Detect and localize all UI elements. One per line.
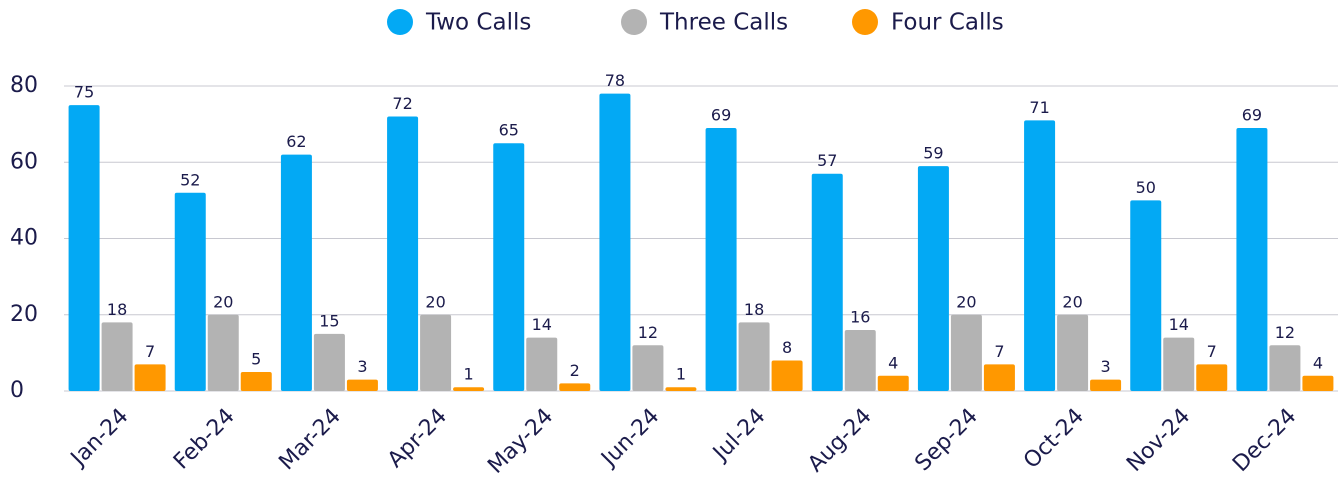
value-label: 14 xyxy=(532,315,552,334)
legend-marker xyxy=(621,9,647,35)
value-label: 7 xyxy=(994,342,1004,361)
value-label: 7 xyxy=(1207,342,1217,361)
bar xyxy=(599,93,631,391)
bar xyxy=(240,371,272,391)
bar xyxy=(420,314,452,391)
bar xyxy=(771,360,803,391)
bar xyxy=(453,387,485,391)
value-label: 12 xyxy=(1275,323,1295,342)
y-tick-label: 80 xyxy=(10,73,38,98)
x-tick-label: Mar-24 xyxy=(274,404,345,475)
x-tick-label: Nov-24 xyxy=(1122,404,1195,477)
value-label: 4 xyxy=(888,353,898,372)
value-label: 3 xyxy=(357,357,367,376)
value-label: 69 xyxy=(1242,105,1262,124)
value-label: 18 xyxy=(744,300,764,319)
value-label: 7 xyxy=(145,342,155,361)
value-label: 52 xyxy=(180,170,200,189)
x-tick-label: Aug-24 xyxy=(803,404,876,477)
bar xyxy=(387,116,419,391)
value-label: 65 xyxy=(499,121,519,140)
value-label: 20 xyxy=(213,292,233,311)
legend-label: Two Calls xyxy=(425,10,531,36)
bar xyxy=(207,314,239,391)
bar xyxy=(280,154,312,391)
x-tick-label: Jun-24 xyxy=(596,404,665,473)
bar xyxy=(346,379,378,391)
bar xyxy=(1236,127,1268,391)
x-tick-label: May-24 xyxy=(483,404,558,479)
bar xyxy=(950,314,982,391)
y-tick-label: 20 xyxy=(10,302,38,327)
value-label: 12 xyxy=(638,323,658,342)
value-label: 14 xyxy=(1169,315,1189,334)
bar xyxy=(68,105,100,391)
x-tick-label: Apr-24 xyxy=(383,404,452,473)
bar xyxy=(313,333,345,391)
x-tick-label: Jul-24 xyxy=(707,404,770,467)
value-label: 75 xyxy=(74,83,94,102)
bar xyxy=(493,143,525,391)
bar xyxy=(665,387,697,391)
x-tick-label: Sep-24 xyxy=(910,404,982,476)
bar xyxy=(1057,314,1089,391)
bar xyxy=(1163,337,1195,391)
value-label: 15 xyxy=(319,311,339,330)
value-label: 62 xyxy=(286,132,306,151)
legend-label: Four Calls xyxy=(891,10,1004,36)
bar xyxy=(844,330,876,391)
value-label: 72 xyxy=(392,94,412,113)
bar xyxy=(983,364,1015,391)
legend-marker xyxy=(852,9,878,35)
value-label: 69 xyxy=(711,105,731,124)
value-label: 1 xyxy=(463,365,473,384)
x-tick-label: Jan-24 xyxy=(65,404,133,472)
bar xyxy=(134,364,166,391)
bar xyxy=(738,322,770,391)
value-label: 8 xyxy=(782,338,792,357)
y-tick-label: 40 xyxy=(10,226,38,251)
value-label: 59 xyxy=(923,144,943,163)
bar xyxy=(1130,200,1162,391)
bar xyxy=(174,192,206,391)
bar xyxy=(101,322,133,391)
value-label: 4 xyxy=(1313,353,1323,372)
bar xyxy=(526,337,558,391)
bar xyxy=(1269,345,1301,391)
value-label: 2 xyxy=(570,361,580,380)
value-label: 16 xyxy=(850,308,870,327)
bar xyxy=(1024,120,1056,391)
legend-marker xyxy=(387,9,413,35)
bar xyxy=(705,127,737,391)
value-label: 20 xyxy=(956,292,976,311)
y-tick-label: 0 xyxy=(10,378,24,403)
bar xyxy=(632,345,664,391)
value-label: 5 xyxy=(251,349,261,368)
value-label: 20 xyxy=(1062,292,1082,311)
x-tick-label: Feb-24 xyxy=(169,404,240,475)
bar xyxy=(1302,375,1334,391)
legend-label: Three Calls xyxy=(659,10,788,36)
value-label: 3 xyxy=(1100,357,1110,376)
bar xyxy=(559,383,591,391)
value-label: 1 xyxy=(676,365,686,384)
bar xyxy=(811,173,843,391)
bar xyxy=(1196,364,1228,391)
value-label: 18 xyxy=(107,300,127,319)
bar xyxy=(877,375,909,391)
value-label: 78 xyxy=(605,71,625,90)
bar xyxy=(1090,379,1122,391)
y-tick-label: 60 xyxy=(10,149,38,174)
bar xyxy=(917,166,949,391)
value-label: 71 xyxy=(1029,98,1049,117)
x-tick-label: Dec-24 xyxy=(1228,404,1301,477)
value-label: 50 xyxy=(1136,178,1156,197)
value-label: 57 xyxy=(817,151,837,170)
x-tick-label: Oct-24 xyxy=(1019,404,1089,474)
value-label: 20 xyxy=(425,292,445,311)
